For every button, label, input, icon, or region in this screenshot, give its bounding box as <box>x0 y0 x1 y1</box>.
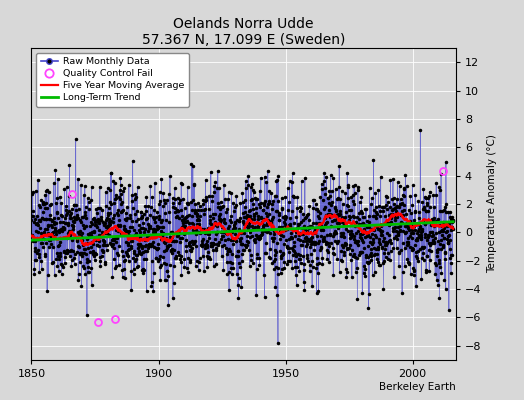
Title: Oelands Norra Udde
57.367 N, 17.099 E (Sweden): Oelands Norra Udde 57.367 N, 17.099 E (S… <box>142 17 345 47</box>
Text: Berkeley Earth: Berkeley Earth <box>379 382 456 392</box>
Y-axis label: Temperature Anomaly (°C): Temperature Anomaly (°C) <box>487 134 497 274</box>
Legend: Raw Monthly Data, Quality Control Fail, Five Year Moving Average, Long-Term Tren: Raw Monthly Data, Quality Control Fail, … <box>36 53 189 107</box>
